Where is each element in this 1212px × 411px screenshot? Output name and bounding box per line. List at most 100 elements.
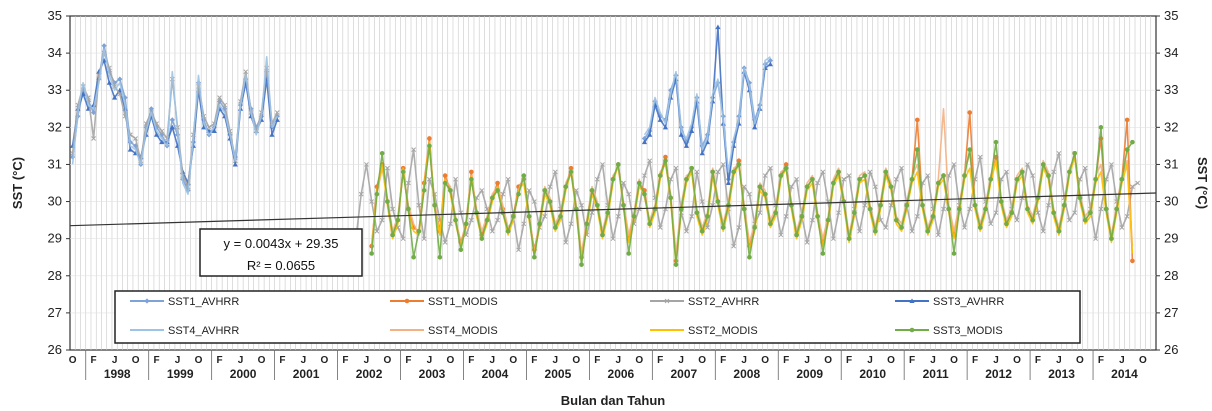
x-year-tick-label: 2004 [482,367,509,381]
data-point-sst2-avhrr [647,158,653,164]
data-point-sst3-modis [894,217,899,223]
series-sst3-modis [369,125,1135,267]
data-point-sst3-modis [752,225,757,230]
data-point-sst2-avhrr [390,206,396,212]
x-month-tick-label: F [1098,355,1104,366]
y-tick-label-left: 33 [48,82,62,97]
data-point-sst2-avhrr [762,173,768,178]
x-month-tick-label: J [175,355,181,366]
data-point-sst2-avhrr [872,184,878,190]
data-point-sst2-avhrr [1014,217,1020,223]
y-tick-label-right: 32 [1164,119,1178,134]
data-point-sst2-avhrr [715,169,721,175]
x-month-tick-label: F [91,355,97,366]
x-month-tick-label: O [824,355,832,366]
x-month-tick-label: O [887,355,895,366]
data-point-sst3-modis [542,188,548,193]
x-month-tick-label: F [342,355,348,366]
data-point-sst1-modis [427,136,432,141]
x-year-tick-label: 2001 [293,367,320,381]
data-point-sst3-modis [705,214,710,219]
series-line-sst4-avhrr [71,48,278,195]
data-point-sst3-modis [668,195,674,201]
data-point-sst3-avhrr [662,124,669,130]
legend-label-sst2-modis: SST2_MODIS [688,325,758,337]
data-point-sst1-modis [1130,258,1135,264]
data-point-sst2-avhrr [531,199,537,204]
data-point-sst2-avhrr [836,210,841,216]
data-point-sst3-modis [552,225,558,230]
data-point-sst3-modis [1030,217,1036,223]
data-point-sst3-modis [993,139,999,145]
x-month-tick-label: F [468,355,474,366]
x-month-tick-label: O [1139,355,1147,366]
x-month-tick-label: J [993,355,999,366]
data-point-sst3-modis [699,228,705,234]
data-point-sst2-avhrr [448,221,453,227]
y-axis-right-ticks: 26 27 28 29 30 31 32 33 34 35 [1156,8,1178,357]
data-point-sst3-modis [657,173,663,178]
x-year-tick-label: 2008 [733,367,760,381]
legend-marker-sst1-modis [404,298,410,304]
data-point-sst3-modis [1114,206,1119,212]
data-point-sst3-modis [962,173,967,178]
data-point-sst2-avhrr [720,162,726,167]
data-point-sst3-modis [1004,221,1009,227]
data-point-sst2-avhrr [689,214,695,219]
data-point-sst3-modis [888,184,894,190]
data-point-sst3-avhrr [657,117,663,122]
data-point-sst3-modis [1061,202,1067,208]
legend-label-sst4-avhrr: SST4_AVHRR [168,325,239,337]
data-point-sst2-avhrr [468,217,474,223]
x-year-tick-label: 2000 [230,367,257,381]
data-point-sst3-avhrr [689,128,695,134]
data-point-sst2-avhrr [967,206,973,212]
data-point-sst3-modis [469,176,474,182]
data-point-sst2-avhrr [568,221,574,227]
y-axis-label-right: SST (°C) [1195,157,1210,209]
data-point-sst1-modis [914,117,920,123]
data-point-sst3-modis [747,254,752,260]
y-tick-label-left: 29 [48,231,62,246]
series-line-sst4-avhrr [643,56,771,173]
data-point-sst3-avhrr [159,139,165,145]
y-tick-label-left: 30 [48,194,62,209]
data-point-sst2-avhrr [1035,210,1041,216]
data-point-sst2-avhrr [810,217,815,223]
data-point-sst3-modis [636,180,642,186]
x-axis-label: Bulan dan Tahun [561,393,666,408]
data-point-sst3-modis [642,191,647,197]
x-month-tick-label: J [741,355,747,366]
data-point-sst3-avhrr [127,147,133,152]
data-point-sst2-avhrr [815,180,820,186]
data-point-sst1-modis [469,169,474,175]
data-point-sst3-modis [904,202,910,208]
data-point-sst3-modis [631,214,637,219]
data-point-sst3-avhrr [647,132,653,137]
data-point-sst2-avhrr [830,236,836,242]
data-point-sst3-modis [820,251,826,256]
data-point-sst3-modis [1014,176,1020,182]
data-point-sst3-modis [458,247,464,253]
x-month-tick-label: F [909,355,915,366]
data-point-sst3-modis [505,228,511,234]
x-month-tick-label: O [950,355,958,366]
data-point-sst3-modis [914,147,920,152]
data-point-sst3-modis [757,184,763,190]
data-point-sst3-modis [406,206,411,212]
data-point-sst2-avhrr [594,176,600,182]
data-point-sst3-modis [1009,210,1015,215]
data-point-sst2-avhrr [642,173,647,178]
legend-label-sst4-modis: SST4_MODIS [428,325,498,337]
data-point-sst2-avhrr [1004,169,1009,175]
data-point-sst2-avhrr [820,169,826,175]
data-point-sst2-avhrr [552,169,558,175]
y-tick-label-right: 26 [1164,342,1178,357]
data-point-sst2-avhrr [867,169,873,175]
x-month-tick-label: O [69,355,77,366]
data-point-sst3-avhrr [169,124,175,130]
data-point-sst3-modis [369,251,374,256]
data-point-sst3-modis [783,165,789,171]
